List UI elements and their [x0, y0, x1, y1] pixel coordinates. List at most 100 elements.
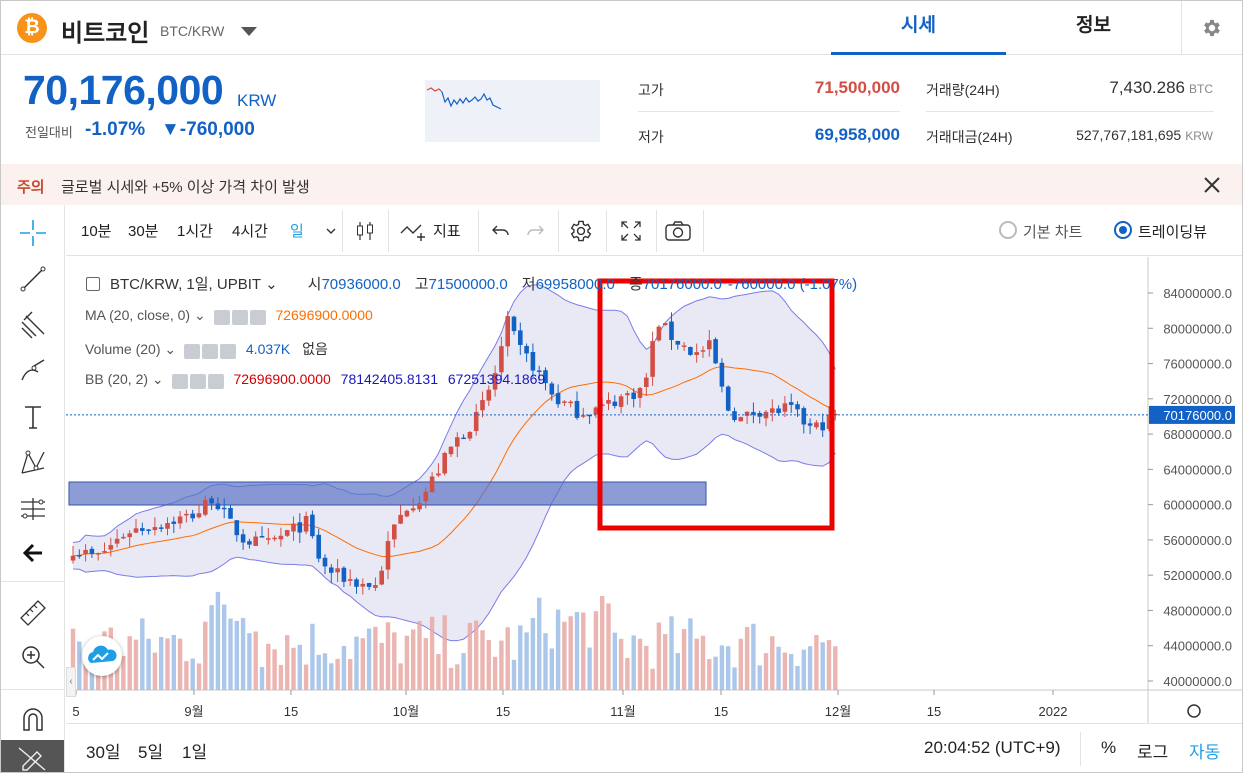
candle-body	[776, 408, 781, 414]
fullscreen-button[interactable]	[616, 216, 646, 246]
eye-icon[interactable]	[184, 343, 200, 359]
chevron-down-icon[interactable]: ⌄	[193, 307, 206, 323]
interval-day[interactable]: 일	[290, 223, 304, 240]
indicator-button[interactable]: 지표	[433, 223, 461, 240]
collapse-legend-icon[interactable]	[86, 277, 100, 291]
candle-body	[587, 414, 592, 417]
redo-button[interactable]	[520, 216, 550, 246]
basic-chart-radio[interactable]	[999, 221, 1017, 239]
clock[interactable]: 20:04:52 (UTC+9)	[924, 738, 1061, 757]
ma-label[interactable]: MA (20, close, 0)	[85, 307, 191, 323]
close-icon[interactable]	[220, 343, 236, 359]
magnet-icon	[23, 708, 43, 731]
volume-indicator-label[interactable]: Volume (20)	[85, 341, 161, 357]
chart-settings-button[interactable]	[566, 216, 596, 246]
volume-bar	[707, 659, 712, 690]
volume-bar	[228, 618, 233, 690]
price-chart[interactable]: 84000000.0 80000000.0 76000000.0 72000000.0…	[66, 257, 1242, 737]
range-1d[interactable]: 1일	[182, 743, 208, 762]
undo-button[interactable]	[486, 216, 516, 246]
text-tool[interactable]	[15, 399, 51, 435]
candle-body	[681, 345, 687, 347]
erase-drawings-button[interactable]	[1, 740, 64, 772]
settings-button[interactable]	[1181, 1, 1242, 55]
brush-tool[interactable]	[15, 353, 51, 389]
crosshair-tool[interactable]	[15, 215, 51, 251]
candle-body	[637, 388, 643, 398]
tab-market-price[interactable]: 시세	[831, 1, 1006, 55]
log-scale-button[interactable]: 로그	[1137, 743, 1169, 762]
chevron-down-icon[interactable]: ⌄	[151, 371, 164, 387]
ma-controls[interactable]	[213, 308, 268, 325]
close-icon[interactable]	[207, 373, 224, 389]
candle-body	[146, 529, 151, 531]
volume-bar	[297, 644, 302, 690]
chevron-down-icon[interactable]: ⌄	[164, 341, 177, 357]
volume-bar	[776, 646, 781, 690]
candle-body	[562, 401, 567, 403]
range-30d[interactable]: 30일	[86, 743, 121, 762]
symbol-dropdown-chevron-icon[interactable]: ⌄	[265, 276, 278, 293]
screenshot-button[interactable]	[663, 216, 693, 246]
eye-icon[interactable]	[171, 373, 188, 389]
volume-bar	[335, 658, 340, 690]
trendline-tool[interactable]	[15, 261, 51, 297]
interval-4h[interactable]: 4시간	[232, 223, 268, 240]
gear-icon[interactable]	[189, 373, 206, 389]
back-tool[interactable]	[15, 535, 51, 571]
volume-bar	[744, 627, 750, 690]
axis-settings-icon[interactable]	[1187, 704, 1201, 718]
pattern-tool[interactable]	[15, 445, 51, 481]
gear-icon	[570, 220, 592, 242]
eye-icon[interactable]	[213, 309, 230, 325]
pitchfork-tool[interactable]	[15, 307, 51, 343]
close-icon[interactable]	[249, 309, 266, 325]
candle-body	[795, 404, 800, 410]
volume-controls[interactable]	[184, 342, 238, 359]
tab-info[interactable]: 정보	[1076, 15, 1111, 36]
volume-bar	[807, 646, 813, 690]
interval-30m[interactable]: 30분	[128, 223, 159, 240]
volume-bar	[253, 631, 258, 690]
magnet-tool[interactable]	[15, 701, 51, 737]
trendline-icon	[20, 266, 46, 292]
close-notice-button[interactable]	[1199, 172, 1225, 198]
candle-body	[152, 527, 158, 531]
chart-canvas[interactable]: 84000000.0 80000000.0 76000000.0 72000000.0…	[66, 257, 1242, 723]
range-5d[interactable]: 5일	[138, 743, 164, 762]
tradingview-logo-button[interactable]	[82, 636, 122, 676]
candle-body	[102, 551, 107, 553]
coin-selector-caret-icon[interactable]	[241, 27, 257, 36]
ruler-tool[interactable]	[15, 595, 51, 631]
measure-tool[interactable]	[15, 491, 51, 527]
percent-scale-button[interactable]: %	[1101, 738, 1117, 757]
interval-1h[interactable]: 1시간	[177, 223, 213, 240]
gear-icon[interactable]	[231, 309, 248, 325]
chart-style-button[interactable]	[350, 216, 380, 246]
tradingview-label[interactable]: 트레이딩뷰	[1138, 224, 1208, 241]
interval-dropdown[interactable]	[316, 216, 346, 246]
interval-10m[interactable]: 10분	[81, 223, 112, 240]
volume-bar	[177, 638, 183, 690]
bb-label[interactable]: BB (20, 2)	[85, 371, 149, 387]
notice-tag: 주의	[17, 179, 45, 196]
indicator-icon-button[interactable]	[396, 216, 432, 246]
basic-chart-label[interactable]: 기본 차트	[1023, 224, 1083, 241]
auto-scale-button[interactable]: 자동	[1189, 743, 1221, 762]
candle-body	[404, 510, 410, 517]
gear-icon[interactable]	[202, 343, 218, 359]
tradingview-radio[interactable]	[1114, 221, 1132, 239]
volume-bar	[474, 620, 479, 690]
support-zone-drawing[interactable]	[68, 481, 707, 506]
candle-body	[335, 568, 340, 573]
arrow-left-icon	[22, 543, 42, 563]
zoom-tool[interactable]	[15, 639, 51, 675]
bb-controls[interactable]	[171, 372, 226, 389]
volume-bar	[348, 659, 353, 690]
volume-bar	[360, 638, 365, 690]
volume-bar	[587, 647, 592, 690]
scroll-left-handle[interactable]: ‹	[66, 667, 76, 697]
volume-bar	[411, 629, 416, 690]
bollinger-band-fill	[73, 284, 836, 641]
candle-body	[568, 401, 573, 404]
